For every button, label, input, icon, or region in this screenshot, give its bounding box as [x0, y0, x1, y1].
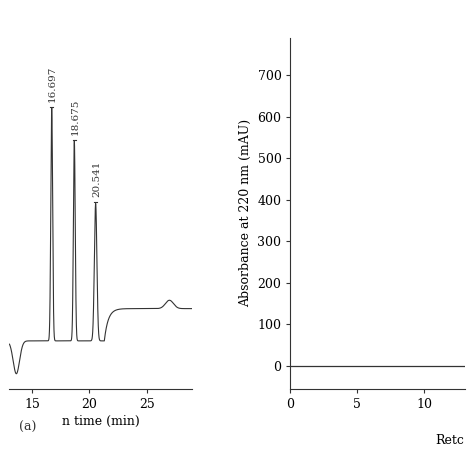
Text: Retc: Retc: [436, 434, 465, 447]
Text: 20.541: 20.541: [92, 161, 101, 198]
Text: 18.675: 18.675: [71, 98, 80, 135]
X-axis label: n time (min): n time (min): [62, 415, 140, 428]
Text: (a): (a): [19, 421, 36, 434]
Text: 16.697: 16.697: [48, 65, 57, 102]
Y-axis label: Absorbance at 220 nm (mAU): Absorbance at 220 nm (mAU): [239, 119, 252, 307]
